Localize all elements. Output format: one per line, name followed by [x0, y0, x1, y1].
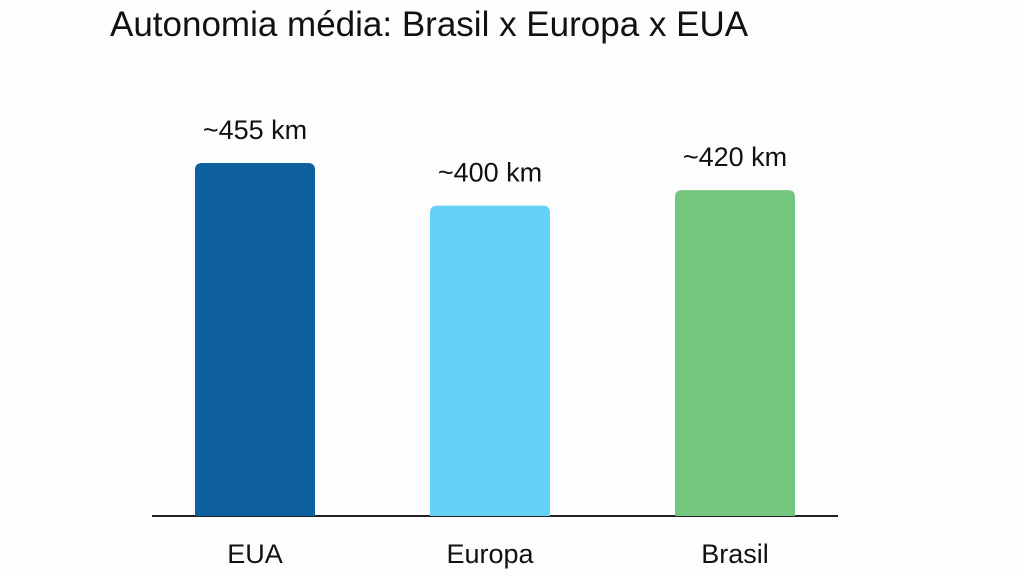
bar [195, 163, 315, 516]
value-label: ~420 km [683, 142, 787, 172]
bar [675, 190, 795, 516]
x-tick-label: EUA [227, 539, 283, 569]
chart-title: Autonomia média: Brasil x Europa x EUA [110, 5, 749, 44]
bar [430, 205, 550, 516]
x-tick-label: Brasil [701, 539, 769, 569]
x-tick-label: Europa [446, 539, 534, 569]
value-label: ~455 km [203, 115, 307, 145]
value-label: ~400 km [438, 158, 542, 188]
